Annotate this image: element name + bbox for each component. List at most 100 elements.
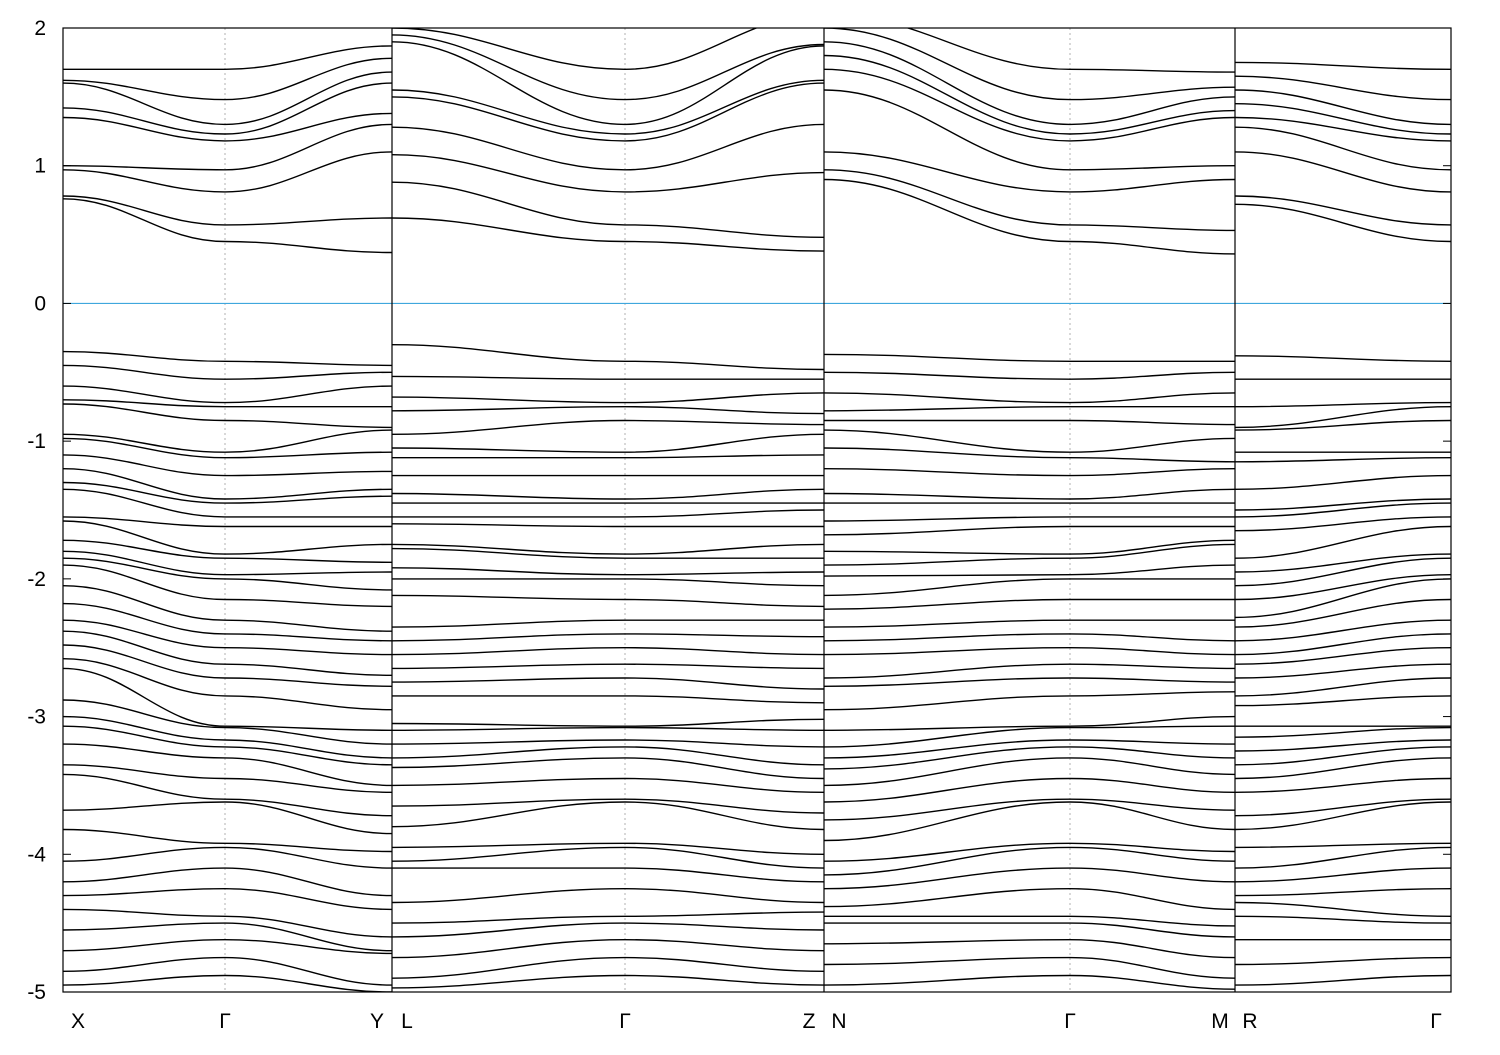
- valence-band: [1234, 677, 1451, 697]
- x-tick-label: R: [1242, 1010, 1257, 1033]
- valence-band: [63, 828, 393, 853]
- conduction-band: [63, 45, 393, 71]
- valence-band: [392, 695, 825, 704]
- valence-band: [391, 922, 825, 938]
- valence-band: [823, 392, 1236, 404]
- valence-band: [63, 658, 393, 711]
- valence-band: [823, 619, 1235, 628]
- valence-band: [1234, 498, 1451, 511]
- valence-band: [823, 677, 1236, 687]
- valence-band: [391, 739, 825, 748]
- valence-band: [823, 746, 1236, 770]
- valence-band: [823, 798, 1236, 821]
- valence-band: [1234, 553, 1451, 573]
- valence-band: [823, 974, 1236, 990]
- valence-band: [391, 798, 825, 814]
- y-tick-label: -3: [27, 706, 46, 729]
- valence-band: [823, 371, 1236, 380]
- valence-band: [1234, 557, 1451, 587]
- x-tick-label: L: [401, 1010, 413, 1033]
- valence-band: [823, 725, 1236, 748]
- conduction-band: [1234, 116, 1451, 142]
- valence-band: [823, 419, 1236, 426]
- valence-band: [391, 433, 825, 453]
- conduction-band: [823, 28, 1236, 101]
- valence-band: [823, 525, 1235, 536]
- valence-band: [391, 677, 825, 690]
- valence-band: [823, 578, 1235, 597]
- conduction-band: [63, 151, 393, 193]
- valence-band: [391, 746, 825, 766]
- valence-band: [391, 509, 825, 518]
- conduction-band: [823, 169, 1236, 232]
- valence-band: [391, 523, 824, 528]
- conduction-band: [391, 181, 825, 238]
- valence-band: [63, 585, 393, 632]
- valence-band: [823, 801, 1236, 842]
- valence-band: [1234, 598, 1451, 628]
- conduction-band: [63, 195, 393, 226]
- valence-band: [391, 757, 825, 780]
- valence-band: [1234, 726, 1451, 738]
- valence-band: [63, 801, 393, 835]
- valence-band: [823, 887, 1236, 911]
- conduction-band: [63, 57, 393, 101]
- x-tick-label: Γ: [1430, 1010, 1442, 1033]
- valence-band: [63, 699, 393, 745]
- valence-band: [1234, 739, 1451, 752]
- conduction-band: [63, 123, 393, 171]
- valence-band: [1234, 956, 1451, 966]
- valence-band: [391, 619, 824, 628]
- conduction-band: [823, 178, 1236, 255]
- conduction-band: [1234, 89, 1451, 126]
- valence-band: [823, 516, 1235, 522]
- valence-band: [391, 842, 825, 855]
- valence-band: [391, 405, 825, 415]
- valence-band: [63, 350, 393, 367]
- valence-band: [391, 567, 825, 576]
- conduction-band: [823, 151, 1236, 193]
- valence-band: [823, 715, 1236, 731]
- valence-band: [63, 539, 393, 563]
- valence-band: [391, 801, 825, 831]
- plot-frame: [62, 27, 1452, 993]
- valence-band: [63, 846, 393, 869]
- valence-band: [1234, 798, 1451, 817]
- valence-band: [63, 725, 393, 766]
- conduction-band: [391, 41, 825, 126]
- valence-band: [823, 646, 1236, 656]
- valence-band: [823, 539, 1236, 555]
- valence-band: [823, 846, 1236, 876]
- conduction-band: [905, 28, 1236, 73]
- y-tick-label: 2: [34, 17, 46, 40]
- valence-band: [823, 842, 1236, 862]
- valence-band: [391, 633, 825, 642]
- valence-band: [63, 516, 392, 528]
- valence-band: [1234, 974, 1451, 986]
- bands: [63, 28, 1451, 992]
- conduction-band: [1234, 195, 1451, 226]
- conduction-band: [391, 34, 825, 101]
- valence-band: [823, 739, 1236, 759]
- valence-band: [1234, 457, 1451, 463]
- valence-band: [1234, 574, 1451, 601]
- valence-band: [391, 543, 825, 555]
- valence-band: [823, 429, 1236, 453]
- valence-band: [391, 726, 825, 731]
- x-tick-label: Γ: [619, 1010, 631, 1033]
- conduction-band: [823, 89, 1236, 171]
- conduction-band: [63, 82, 393, 135]
- conduction-band: [63, 112, 393, 142]
- valence-band: [63, 385, 393, 404]
- valence-band: [1234, 419, 1451, 431]
- valence-band: [823, 777, 1236, 803]
- valence-band: [823, 468, 1236, 477]
- valence-band: [63, 520, 393, 555]
- y-tick-label: 0: [34, 292, 46, 315]
- valence-band: [391, 375, 824, 380]
- valence-band: [392, 578, 825, 587]
- valence-band: [391, 846, 825, 869]
- valence-band: [823, 488, 1236, 500]
- valence-band: [391, 646, 825, 656]
- valence-band: [823, 867, 1236, 890]
